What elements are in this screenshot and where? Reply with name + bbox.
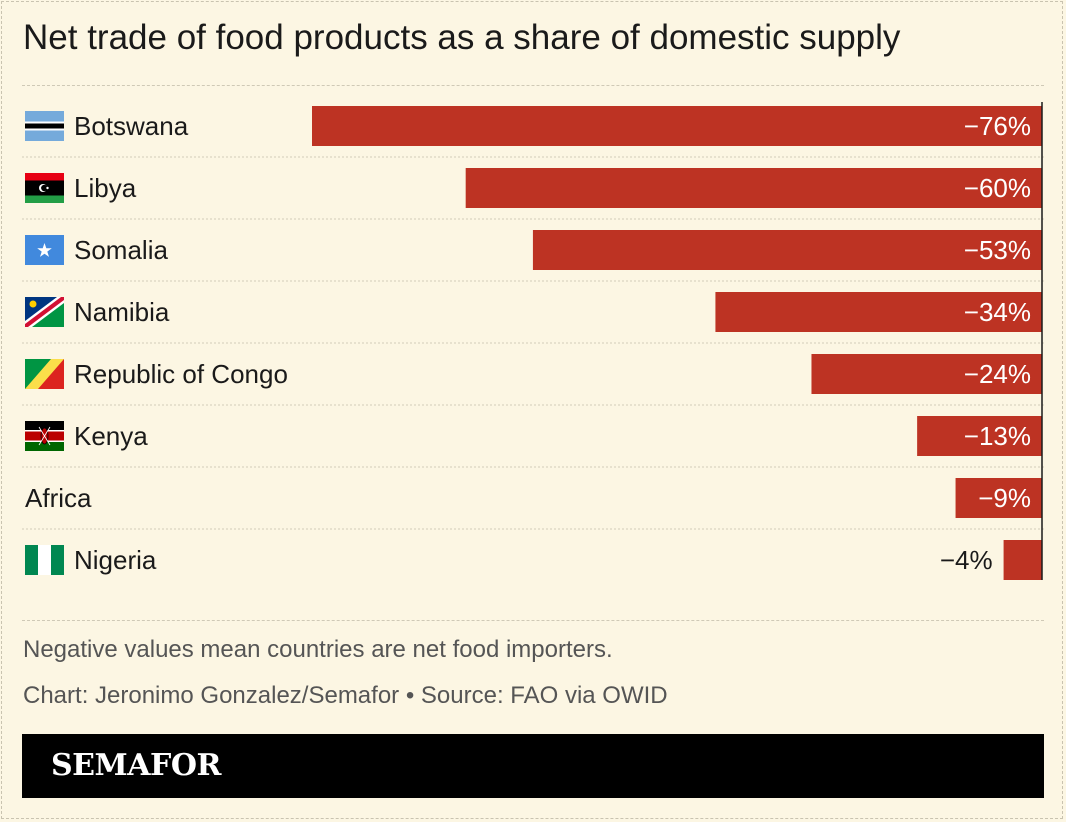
category-label: Libya xyxy=(74,173,137,203)
category-label: Nigeria xyxy=(74,545,157,575)
category-label: Africa xyxy=(25,483,92,513)
bottom-divider xyxy=(22,620,1044,621)
data-label: −53% xyxy=(963,235,1031,265)
data-label: −60% xyxy=(963,173,1031,203)
category-label: Kenya xyxy=(74,421,148,451)
chart-title: Net trade of food products as a share of… xyxy=(23,18,901,57)
bar-nigeria xyxy=(1003,540,1042,580)
category-label: Republic of Congo xyxy=(74,359,288,389)
top-divider xyxy=(22,85,1044,86)
botswana-flag-icon xyxy=(25,111,64,141)
bar-kenya xyxy=(917,416,1042,456)
data-label: −24% xyxy=(963,359,1031,389)
data-label: −9% xyxy=(978,483,1031,513)
semafor-logo: SEMAFOR xyxy=(51,748,221,783)
data-label: −4% xyxy=(939,545,993,575)
bar-botswana xyxy=(312,106,1042,146)
category-label: Somalia xyxy=(74,235,168,265)
somalia-flag-icon xyxy=(25,235,64,265)
kenya-flag-icon xyxy=(25,421,64,451)
bar-republic-of-congo xyxy=(811,354,1042,394)
data-label: −13% xyxy=(963,421,1031,451)
libya-flag-icon xyxy=(25,173,64,203)
namibia-flag-icon xyxy=(25,297,64,327)
brand-banner: SEMAFOR xyxy=(22,734,1044,798)
data-label: −76% xyxy=(963,111,1031,141)
bar-africa xyxy=(955,478,1042,518)
footnote: Negative values mean countries are net f… xyxy=(23,636,613,663)
nigeria-flag-icon xyxy=(25,545,64,575)
category-label: Namibia xyxy=(74,297,170,327)
bar-somalia xyxy=(532,230,1042,270)
bar-namibia xyxy=(715,292,1042,332)
data-label: −34% xyxy=(963,297,1031,327)
bar-libya xyxy=(465,168,1042,208)
category-label: Botswana xyxy=(74,111,189,141)
credit-line: Chart: Jeronimo Gonzalez/Semafor • Sourc… xyxy=(23,682,668,709)
congo-flag-icon xyxy=(25,359,64,389)
